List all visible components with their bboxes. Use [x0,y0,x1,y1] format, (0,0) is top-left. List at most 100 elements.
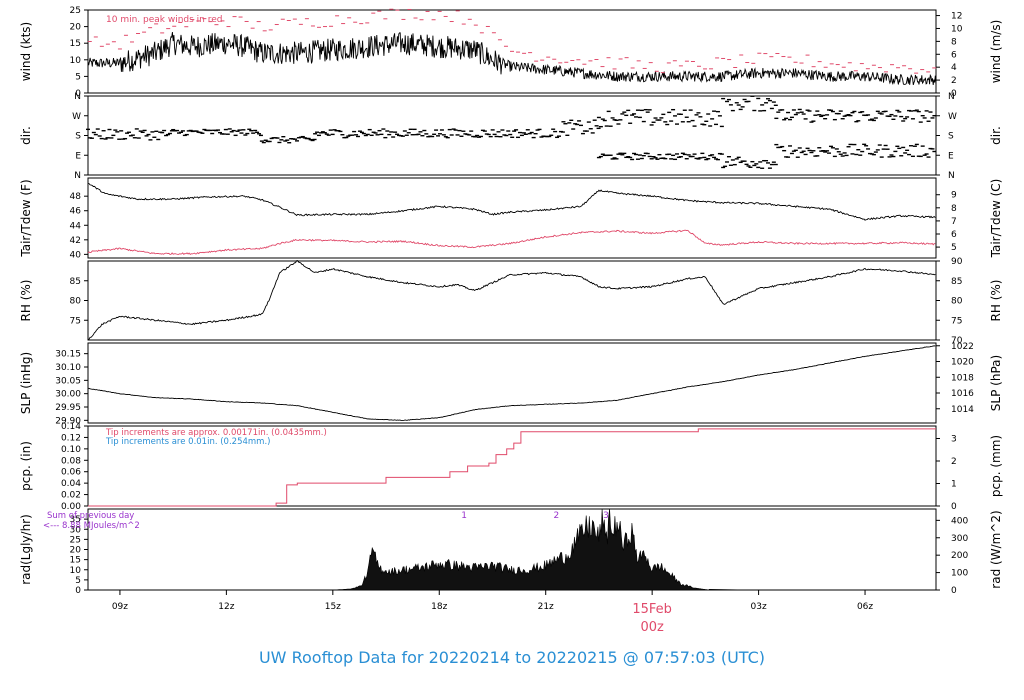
rh-ytick-label: 85 [70,277,81,287]
wind-ytick-label: 5 [75,72,81,82]
dir-panel-frame [87,95,937,176]
pcp-accumulation-line [88,428,936,507]
rad-ytick-label: 20 [70,546,82,556]
pcp-ytick-label: 0.00 [61,502,81,512]
slp-ytick-label: 29.90 [55,416,81,426]
x-date-time-label: 00z [640,620,664,635]
rad-ytick-label: 30 [70,525,82,535]
wind-ytick-label-right: 12 [951,12,962,22]
rad-ylabel-right: rad (W/m^2) [989,510,1003,588]
rh-ytick-label: 80 [70,297,82,307]
pcp-ytick-label-right: 2 [951,457,957,467]
temp-ytick-label-right: 7 [951,217,957,227]
wind-panel-frame [87,9,937,94]
x-tick-label: 18z [431,602,447,612]
rh-ytick-label-right: 70 [951,336,963,346]
dir-ytick-label: N [74,171,81,181]
dir-ylabel-right: dir. [989,126,1003,145]
radiation-tail-line [708,588,745,591]
temp-ytick-label-right: 6 [951,230,957,240]
pcp-annotation: Tip increments are approx. 0.00171in. (0… [105,428,327,438]
slp-ytick-label-right: 1018 [951,373,974,383]
x-date-label: 15Feb [632,602,672,617]
rad-ytick-label-right: 200 [951,551,968,561]
rad-ytick-label: 35 [70,515,81,525]
slp-ytick-label: 30.05 [55,376,81,386]
temp-ytick-label: 48 [70,192,82,202]
rad-cloud-mark: 1 [461,511,467,521]
rad-ylabel: rad(Lgly/hr) [19,514,33,585]
slp-ytick-label: 30.00 [55,390,81,400]
wind-ytick-label-right: 10 [951,24,963,34]
temp-ytick-label-right: 8 [951,204,957,214]
rad-ytick-label: 10 [70,566,82,576]
dir-ytick-label: S [75,132,81,142]
pcp-ytick-label-right: 1 [951,480,957,490]
pcp-ylabel: pcp. (in) [19,441,33,491]
temp-ylabel: Tair/Tdew (F) [19,179,33,257]
rad-sum-annotation: Sum of previous day [47,511,134,521]
pcp-annotation: Tip increments are 0.01in. (0.254mm.) [105,437,270,447]
rad-ytick-label: 0 [75,586,81,596]
pcp-panel-frame [87,425,937,507]
pcp-ytick-label-right: 3 [951,435,957,445]
temp-ytick-label-right: 5 [951,243,957,253]
rh-ylabel: RH (%) [19,280,33,322]
wind-ytick-label: 25 [70,6,81,16]
x-tick-label: 15z [325,602,341,612]
slp-ylabel: SLP (inHg) [19,352,33,414]
dir-ytick-label: N [74,92,81,102]
wind-ytick-label: 10 [70,56,82,66]
wind-ylabel: wind (kts) [19,22,33,81]
wind-ytick-label-right: 4 [951,63,957,73]
slp-ytick-label-right: 1020 [951,358,974,368]
slp-ytick-label-right: 1016 [951,389,974,399]
pcp-ytick-label: 0.10 [61,445,81,455]
rh-ytick-label-right: 90 [951,257,963,267]
wind-peak-annotation: 10 min. peak winds in red [106,15,223,25]
dir-ytick-label-right: E [948,151,954,161]
slp-ytick-label: 30.15 [55,350,81,360]
slp-panel-frame [87,342,937,424]
slp-series-line-0 [87,345,936,421]
slp-ytick-label: 29.95 [55,403,81,413]
dir-ytick-label-right: W [948,112,957,122]
temp-series-line-1 [87,229,936,256]
pcp-ytick-label: 0.12 [61,433,81,443]
pcp-ytick-label-right: 0 [951,502,957,512]
temp-ytick-label: 44 [70,221,82,231]
rh-panel-frame [87,260,937,341]
meteogram-svg: wind (kts) wind (m/s)05101520250246810121… [19,6,1003,635]
wind-ylabel-right: wind (m/s) [989,20,1003,84]
dir-ylabel: dir. [19,126,33,145]
radiation-area [332,508,709,591]
slp-ytick-label: 30.10 [55,363,81,373]
wind-ytick-label-right: 0 [951,89,957,99]
pcp-ytick-label: 0.04 [61,479,81,489]
dir-ytick-label: W [72,112,81,122]
rh-ytick-label-right: 85 [951,277,962,287]
x-tick-label: 06z [857,602,873,612]
pcp-ytick-label: 0.06 [61,468,81,478]
rad-ytick-label: 25 [70,535,81,545]
x-tick-label: 03z [751,602,767,612]
slp-ytick-label-right: 1022 [951,342,974,352]
rad-ytick-label-right: 100 [951,569,968,579]
temp-ylabel-right: Tair/Tdew (C) [989,179,1003,259]
rad-ytick-label-right: 300 [951,534,968,544]
rh-ytick-label-right: 80 [951,297,963,307]
temp-ytick-label-right: 9 [951,191,957,201]
rh-ytick-label: 75 [70,316,81,326]
rad-ytick-label: 15 [70,556,81,566]
wind-ytick-label: 15 [70,39,81,49]
rh-series-line-0 [87,260,936,341]
rad-cloud-mark: 3 [603,511,609,521]
rh-ytick-label-right: 75 [951,316,962,326]
dir-ytick-label-right: N [948,171,955,181]
wind-ytick-label: 20 [70,23,82,33]
x-tick-label: 12z [218,602,234,612]
pcp-ytick-label: 0.14 [61,422,81,432]
rh-ylabel-right: RH (%) [989,280,1003,322]
temp-ytick-label: 40 [70,250,82,260]
